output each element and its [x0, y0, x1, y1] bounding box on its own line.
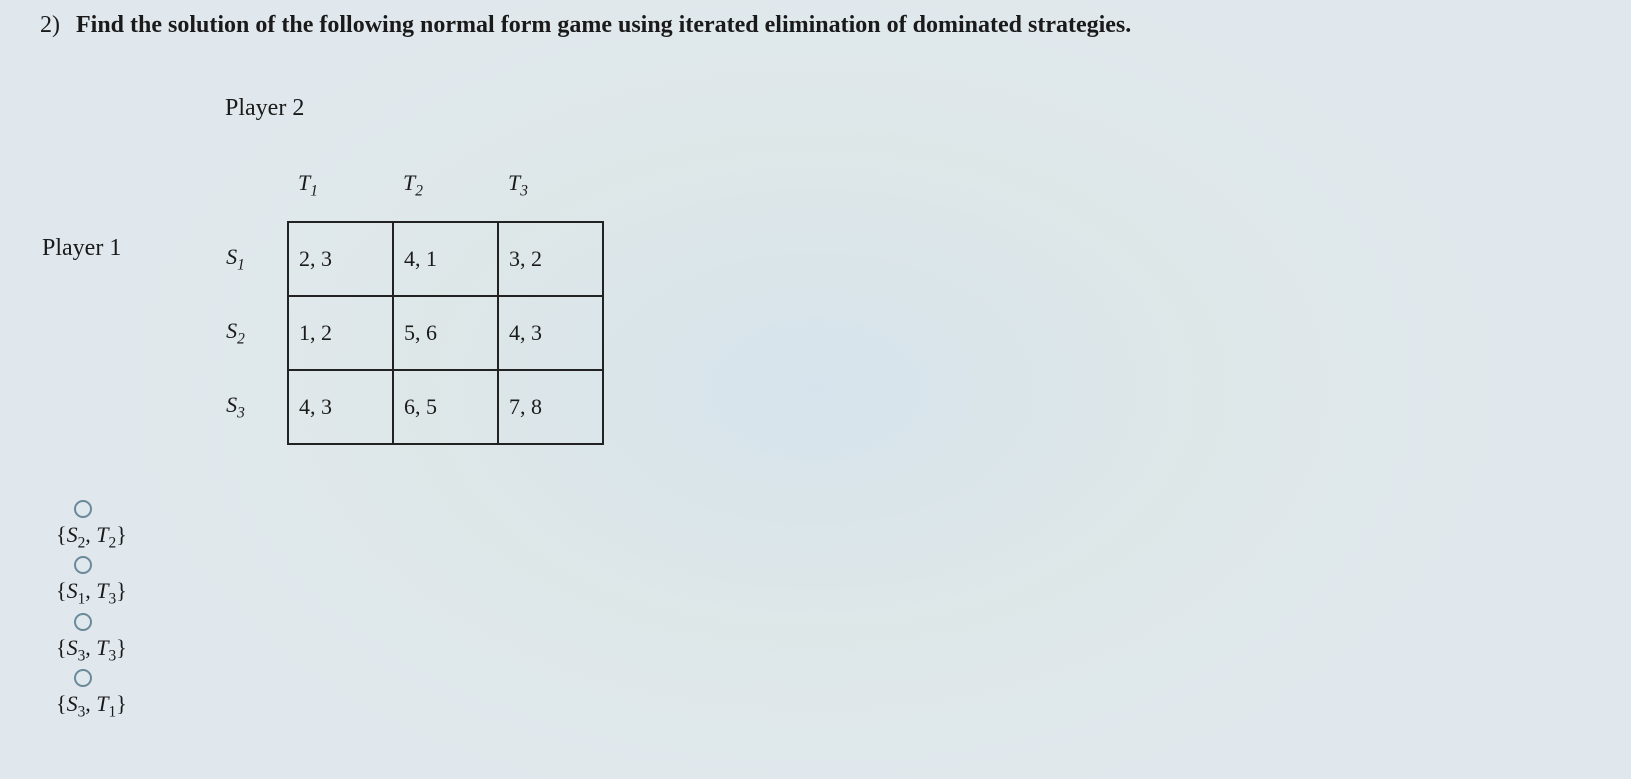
- cell-S2-T3: 4, 3: [498, 296, 603, 370]
- option-1: {S2, T2}: [56, 500, 127, 552]
- answer-options: {S2, T2} {S1, T3} {S3, T3} {S3, T1}: [56, 500, 127, 726]
- col-header-T2: T2: [393, 150, 498, 222]
- payoff-table: T1 T2 T3 S1 2, 3 4, 1 3, 2 S2 1, 2 5, 6 …: [185, 150, 604, 445]
- table-row: S3 4, 3 6, 5 7, 8: [185, 370, 603, 444]
- cell-S2-T1: 1, 2: [288, 296, 393, 370]
- table-row: S1 2, 3 4, 1 3, 2: [185, 222, 603, 296]
- row-label-S3: S3: [185, 370, 288, 444]
- radio-option-1[interactable]: [74, 500, 92, 518]
- col-header-T1: T1: [288, 150, 393, 222]
- cell-S1-T3: 3, 2: [498, 222, 603, 296]
- player2-label: Player 2: [225, 95, 304, 122]
- option-4: {S3, T1}: [56, 669, 127, 721]
- cell-S1-T2: 4, 1: [393, 222, 498, 296]
- table-header-row: T1 T2 T3: [185, 150, 603, 222]
- cell-S1-T1: 2, 3: [288, 222, 393, 296]
- player1-label: Player 1: [42, 235, 121, 262]
- option-4-label: {S3, T1}: [56, 691, 127, 721]
- option-3: {S3, T3}: [56, 613, 127, 665]
- col-header-T3: T3: [498, 150, 603, 222]
- blank-corner: [185, 150, 288, 222]
- radio-option-4[interactable]: [74, 669, 92, 687]
- cell-S3-T2: 6, 5: [393, 370, 498, 444]
- cell-S3-T3: 7, 8: [498, 370, 603, 444]
- option-2-label: {S1, T3}: [56, 578, 127, 608]
- option-3-label: {S3, T3}: [56, 635, 127, 665]
- radio-option-3[interactable]: [74, 613, 92, 631]
- cell-S3-T1: 4, 3: [288, 370, 393, 444]
- option-2: {S1, T3}: [56, 556, 127, 608]
- question-text: Find the solution of the following norma…: [76, 12, 1131, 38]
- radio-option-2[interactable]: [74, 556, 92, 574]
- question-number: 2): [40, 12, 60, 38]
- row-label-S2: S2: [185, 296, 288, 370]
- row-label-S1: S1: [185, 222, 288, 296]
- option-1-label: {S2, T2}: [56, 522, 127, 552]
- table-row: S2 1, 2 5, 6 4, 3: [185, 296, 603, 370]
- cell-S2-T2: 5, 6: [393, 296, 498, 370]
- question-line: 2) Find the solution of the following no…: [40, 12, 1131, 39]
